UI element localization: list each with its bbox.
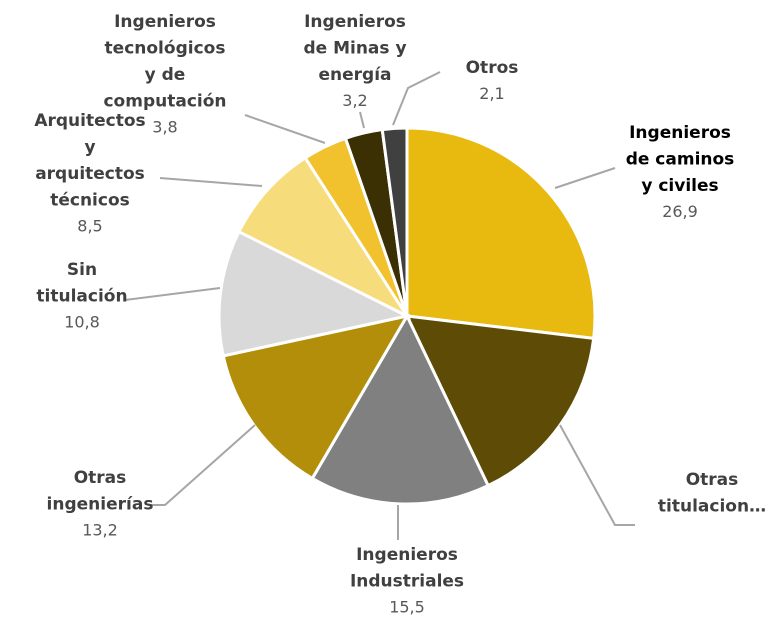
category-label: Ingenieros Industriales bbox=[350, 545, 464, 592]
leader-line bbox=[559, 424, 635, 526]
value-label: 2,1 bbox=[479, 84, 504, 103]
leader-line bbox=[392, 71, 441, 126]
leader-line bbox=[159, 177, 263, 187]
category-label: Ingenieros tecnológicos y de computación bbox=[103, 12, 226, 112]
category-label: Otras titulacion… bbox=[658, 470, 766, 517]
pie-slice bbox=[405, 126, 597, 341]
category-label: Ingenieros de Minas y energía bbox=[303, 12, 406, 85]
value-label: 13,2 bbox=[82, 521, 118, 540]
category-label: Otras ingenierías bbox=[47, 468, 154, 515]
leader-line bbox=[150, 424, 256, 506]
category-label: Otros bbox=[466, 58, 519, 78]
pie-slice bbox=[236, 155, 412, 320]
pie-slice bbox=[221, 313, 411, 481]
value-label: 3,2 bbox=[342, 91, 367, 110]
leader-line bbox=[244, 114, 326, 144]
leader-line bbox=[124, 287, 221, 301]
value-label: 8,5 bbox=[77, 217, 102, 236]
value-label: 10,8 bbox=[64, 313, 100, 332]
leader-line bbox=[359, 111, 365, 129]
category-label: Sin titulación bbox=[36, 260, 127, 307]
pie-slice bbox=[380, 126, 409, 317]
category-label: Arquitectos y arquitectos técnicos bbox=[34, 111, 145, 211]
value-label: 15,5 bbox=[389, 598, 425, 617]
value-label: 3,8 bbox=[152, 118, 177, 137]
category-label: Ingenieros de caminos y civiles bbox=[626, 123, 735, 196]
pie-slice bbox=[217, 229, 412, 358]
leader-line bbox=[554, 167, 616, 189]
pie-slice bbox=[310, 312, 491, 506]
value-label: 26,9 bbox=[662, 202, 698, 221]
